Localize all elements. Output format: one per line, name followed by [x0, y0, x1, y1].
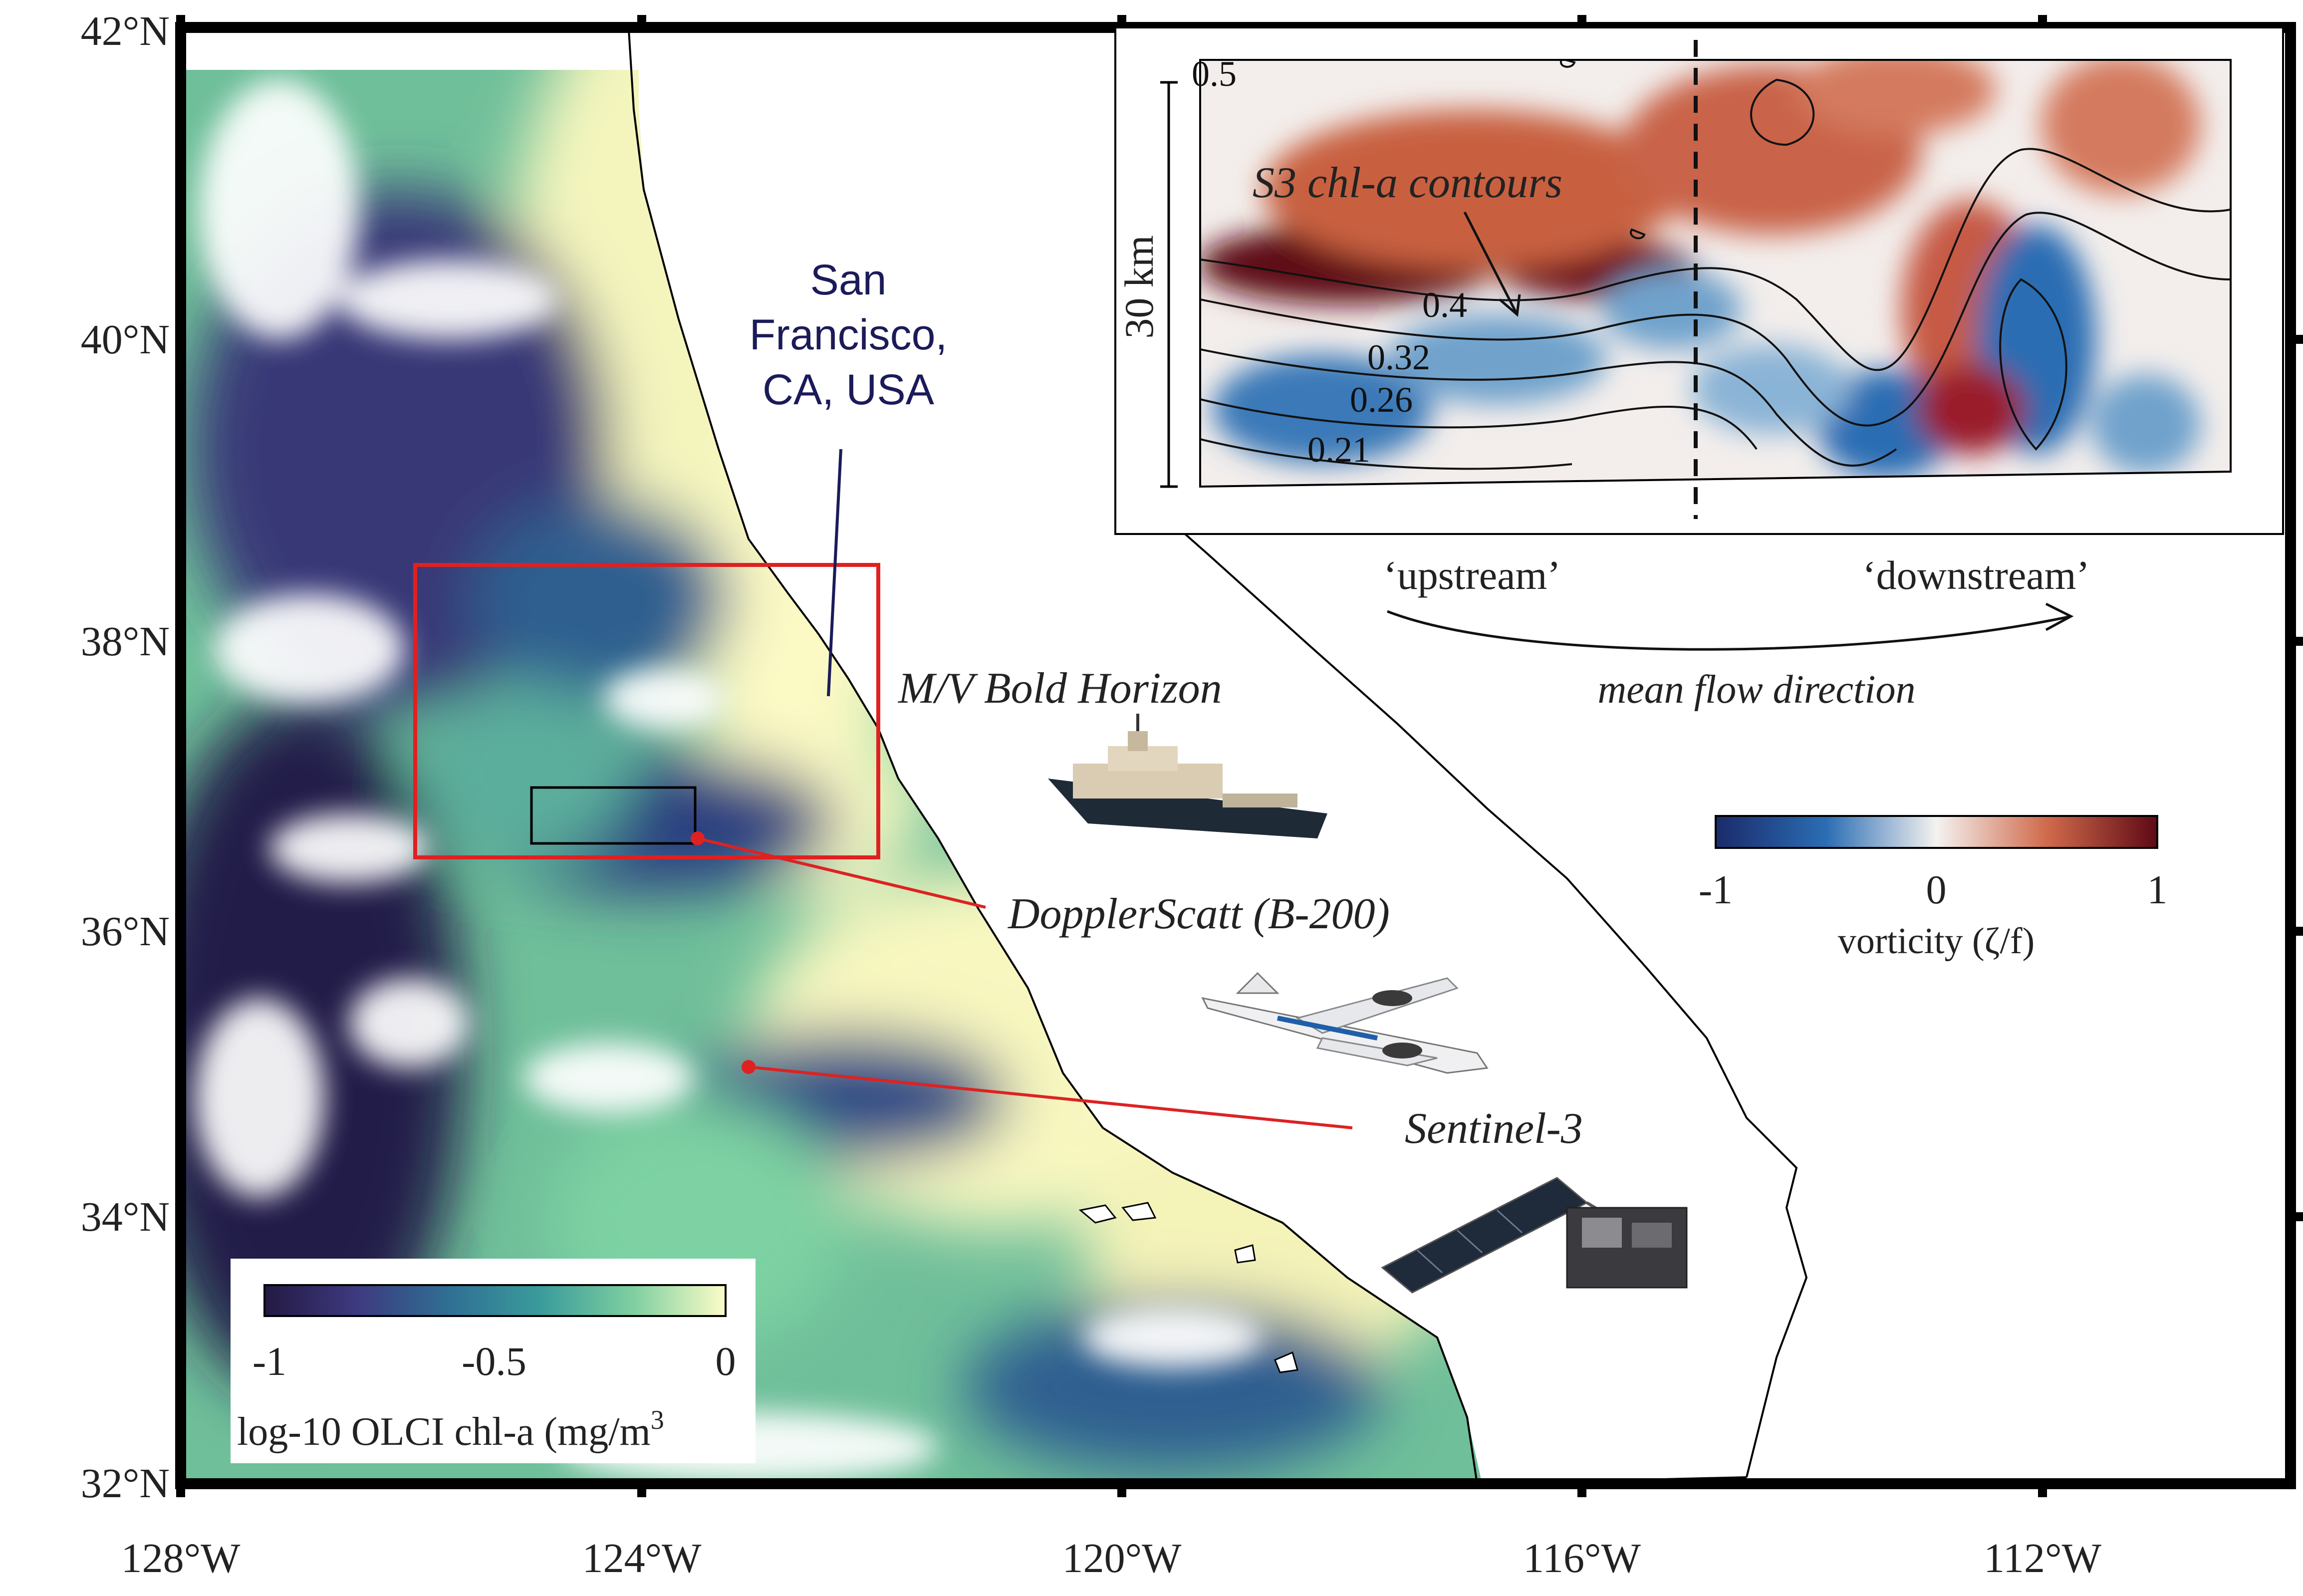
- flow-label: mean flow direction: [1598, 668, 1916, 712]
- ship-label: M/V Bold Horizon: [897, 664, 1222, 713]
- vort-tick: -1: [1699, 867, 1733, 912]
- lat-label: 38°N: [81, 618, 170, 665]
- aircraft-label: DopplerScatt (B-200): [1008, 890, 1390, 938]
- vorticity-inset: 30 km 0.5 0.4 0.32 0.26 0.21 S3 chl-a co…: [1114, 26, 2284, 712]
- chl-tick: -0.5: [462, 1338, 526, 1384]
- lat-label: 34°N: [81, 1194, 170, 1240]
- lon-label: 116°W: [1523, 1535, 1641, 1582]
- inset-title: S3 chl-a contours: [1253, 159, 1562, 207]
- channel-islands: [1078, 1202, 1298, 1373]
- inset-region-box: [530, 786, 697, 845]
- satellite-icon: [1381, 1177, 1688, 1294]
- chl-tick: 0: [716, 1338, 736, 1384]
- vort-tick: 1: [2147, 867, 2168, 912]
- longitude-labels: 128°W 124°W 120°W 116°W 112°W: [121, 1535, 2102, 1582]
- contour-label: 0.21: [1307, 430, 1370, 470]
- frame-ticks: [176, 15, 2303, 1497]
- lat-label: 32°N: [81, 1460, 170, 1507]
- ship-icon: [1048, 714, 1327, 838]
- satellite-label: Sentinel-3: [1405, 1104, 1583, 1153]
- lon-label: 112°W: [1984, 1535, 2101, 1582]
- svg-text:San: San: [810, 256, 886, 304]
- san-francisco-label: San Francisco, CA, USA: [750, 256, 948, 697]
- downstream-label: ‘downstream’: [1862, 552, 2089, 598]
- lon-label: 120°W: [1062, 1535, 1182, 1582]
- study-region-box: [413, 563, 880, 859]
- latitude-labels: 42°N 40°N 38°N 36°N 34°N 32°N: [81, 8, 170, 1507]
- lat-label: 36°N: [81, 908, 170, 955]
- chl-tick: -1: [253, 1338, 286, 1384]
- svg-text:Francisco,: Francisco,: [750, 311, 948, 359]
- scale-label: 30 km: [1116, 235, 1162, 338]
- vort-tick: 0: [1926, 867, 1947, 912]
- vort-label: vorticity (ζ/f): [1838, 921, 2035, 962]
- pointers: [697, 837, 1353, 1129]
- lon-label: 124°W: [582, 1535, 702, 1582]
- chl-label: log-10 OLCI chl-a (mg/m3: [237, 1405, 664, 1454]
- contour-label: 0.5: [1192, 54, 1237, 94]
- lat-label: 40°N: [81, 316, 170, 363]
- chl-colorbar: -1 -0.5 0 log-10 OLCI chl-a (mg/m3: [231, 1259, 756, 1463]
- lat-label: 42°N: [81, 8, 170, 54]
- california-boundary: [628, 29, 1808, 1485]
- lon-label: 128°W: [121, 1535, 241, 1582]
- vorticity-colorbar: -1 0 1 vorticity (ζ/f): [1699, 815, 2168, 962]
- contour-label: 0.4: [1422, 285, 1467, 325]
- contour-label: 0.32: [1367, 337, 1430, 377]
- svg-text:CA, USA: CA, USA: [763, 366, 935, 414]
- contour-label: 0.26: [1350, 380, 1413, 420]
- aircraft-icon: [1201, 972, 1489, 1074]
- upstream-label: ‘upstream’: [1383, 552, 1560, 598]
- chl-contours: [1200, 60, 2231, 470]
- aircraft-point-marker: [691, 831, 705, 845]
- satellite-point-marker: [742, 1060, 756, 1074]
